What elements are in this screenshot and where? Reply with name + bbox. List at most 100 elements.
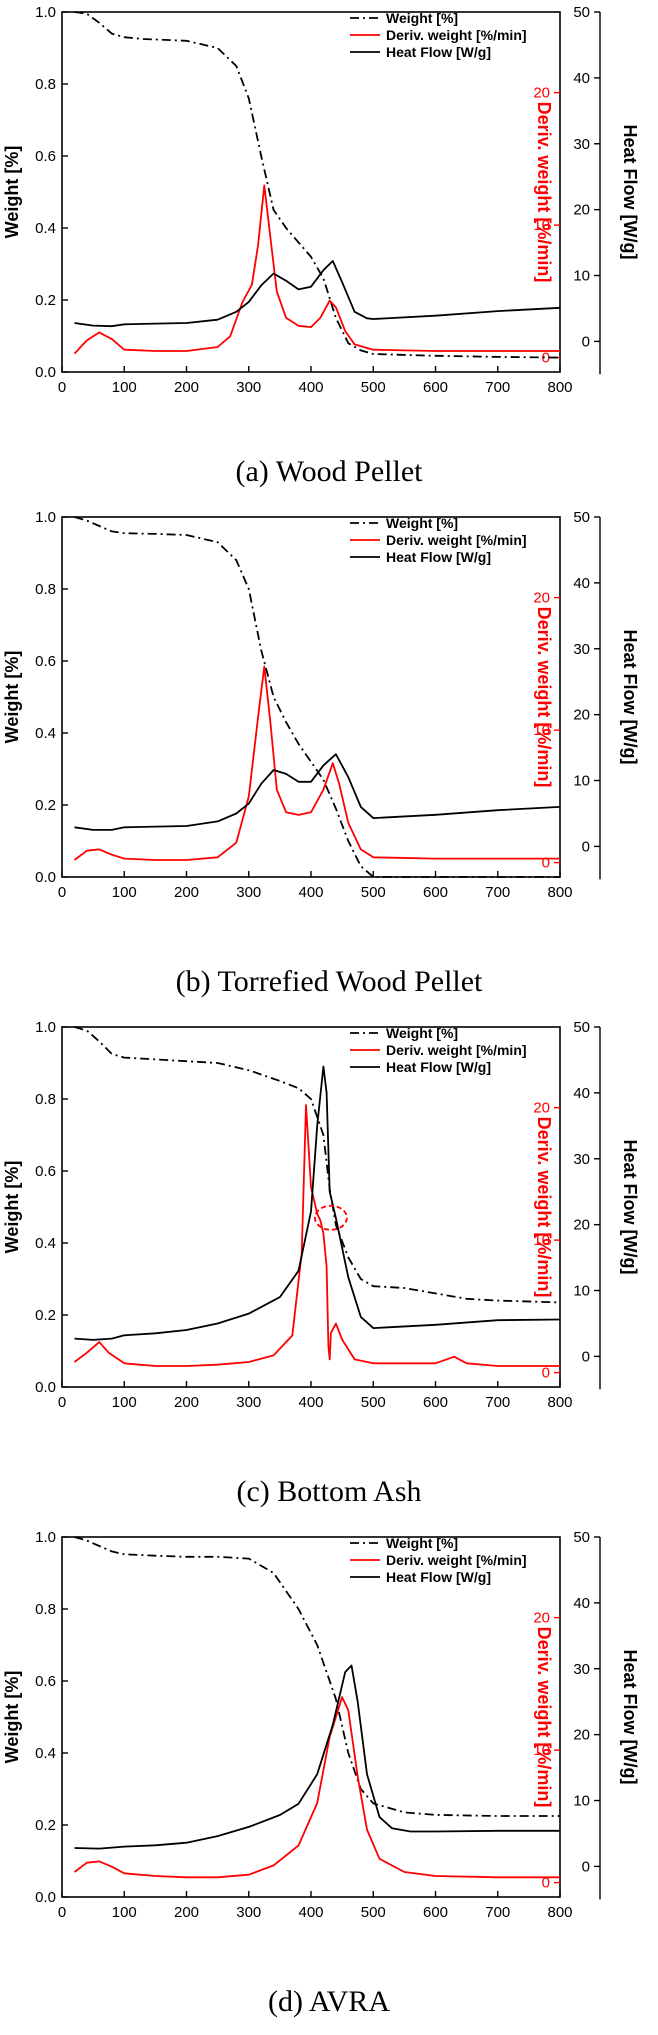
x-tick-label: 300	[236, 1904, 261, 1920]
series-heat	[74, 753, 561, 831]
x-tick-label: 800	[547, 884, 572, 900]
x-tick-label: 700	[485, 379, 510, 395]
caption-d: (d) AVRA	[268, 1985, 390, 2018]
x-tick-label: 700	[485, 1904, 510, 1920]
chart-panel-c: 0100200300400500600700800Temperature (°C…	[0, 1015, 658, 1439]
series-deriv	[73, 1104, 560, 1367]
legend-label: Heat Flow [W/g]	[386, 1569, 491, 1585]
y-weight-tick-label: 0.8	[35, 76, 56, 93]
x-tick-label: 300	[236, 884, 261, 900]
y-heat-axis-label: Heat Flow [W/g]	[620, 125, 640, 260]
legend-label: Weight [%]	[386, 1025, 458, 1041]
y-deriv-tick-label: 0	[542, 1365, 550, 1382]
y-deriv-tick-label: 20	[533, 1100, 550, 1117]
y-weight-tick-label: 0.4	[35, 725, 56, 742]
y-weight-axis-label: Weight [%]	[2, 1161, 22, 1254]
x-tick-label: 700	[485, 884, 510, 900]
y-deriv-tick-label: 20	[533, 590, 550, 607]
legend-label: Heat Flow [W/g]	[386, 1059, 491, 1075]
x-tick-label: 200	[174, 1394, 199, 1410]
y-deriv-axis-label: Deriv. weight [%/min]	[534, 607, 554, 788]
y-deriv-tick-label: 20	[533, 1610, 550, 1627]
x-tick-label: 400	[298, 379, 323, 395]
y-heat-axis-label: Heat Flow [W/g]	[620, 1650, 640, 1785]
y-heat-tick-label: 40	[573, 70, 590, 87]
y-weight-tick-label: 1.0	[35, 1529, 56, 1546]
y-heat-axis-label: Heat Flow [W/g]	[620, 630, 640, 765]
y-weight-tick-label: 0.2	[35, 797, 56, 814]
x-tick-label: 700	[485, 1394, 510, 1410]
series-deriv	[73, 1696, 560, 1879]
y-heat-tick-label: 30	[573, 136, 590, 153]
x-tick-label: 100	[112, 379, 137, 395]
y-heat-tick-label: 20	[573, 202, 590, 219]
x-tick-label: 100	[112, 1394, 137, 1410]
legend-label: Weight [%]	[386, 515, 458, 531]
plot-frame	[61, 11, 561, 373]
y-heat-tick-label: 20	[573, 1727, 590, 1744]
x-tick-label: 300	[236, 379, 261, 395]
y-weight-tick-label: 0.8	[35, 1091, 56, 1108]
y-weight-tick-label: 0.4	[35, 1235, 56, 1252]
y-heat-tick-label: 0	[582, 1348, 590, 1365]
y-deriv-tick-label: 0	[542, 350, 550, 367]
legend-label: Heat Flow [W/g]	[386, 549, 491, 565]
x-tick-label: 800	[547, 1394, 572, 1410]
legend-label: Deriv. weight [%/min]	[386, 532, 527, 548]
series-heat	[74, 1065, 561, 1341]
y-heat-tick-label: 20	[573, 1217, 590, 1234]
y-heat-tick-label: 50	[573, 4, 590, 21]
y-heat-axis-label: Heat Flow [W/g]	[620, 1140, 640, 1275]
y-heat-tick-label: 0	[582, 333, 590, 350]
x-tick-label: 400	[298, 1904, 323, 1920]
y-heat-tick-label: 50	[573, 509, 590, 526]
y-deriv-axis-label: Deriv. weight [%/min]	[534, 1117, 554, 1298]
y-weight-tick-label: 0.8	[35, 581, 56, 598]
tga-chart-wood-pellet: 0100200300400500600700800Temperature (°C…	[2, 4, 640, 424]
y-deriv-tick-label: 10	[533, 217, 550, 234]
y-weight-tick-label: 0.2	[35, 1817, 56, 1834]
y-heat-tick-label: 40	[573, 1085, 590, 1102]
y-heat-tick-label: 40	[573, 575, 590, 592]
y-heat-tick-label: 0	[582, 1858, 590, 1875]
y-weight-tick-label: 0.6	[35, 1163, 56, 1180]
y-deriv-tick-label: 10	[533, 722, 550, 739]
x-tick-label: 200	[174, 884, 199, 900]
x-tick-label: 600	[423, 1904, 448, 1920]
legend-label: Deriv. weight [%/min]	[386, 27, 527, 43]
y-heat-tick-label: 10	[573, 773, 590, 790]
chart-panel-d: 0100200300400500600700800Temperature (°C…	[0, 1525, 658, 1949]
x-tick-label: 400	[298, 884, 323, 900]
series-heat	[74, 1664, 560, 1850]
x-tick-label: 100	[112, 884, 137, 900]
highlight-circle	[314, 1204, 348, 1231]
plot-frame	[61, 1536, 561, 1898]
legend-label: Deriv. weight [%/min]	[386, 1042, 527, 1058]
y-heat-tick-label: 20	[573, 707, 590, 724]
x-tick-label: 0	[58, 1904, 66, 1920]
tga-chart-torrefied-wood-pellet: 0100200300400500600700800Temperature (°C…	[2, 509, 640, 929]
tga-chart-bottom-ash: 0100200300400500600700800Temperature (°C…	[2, 1019, 640, 1439]
series-weight	[74, 516, 560, 878]
series-deriv	[73, 665, 560, 861]
x-tick-label: 500	[361, 1904, 386, 1920]
chart-panel-b: 0100200300400500600700800Temperature (°C…	[0, 505, 658, 929]
y-heat-tick-label: 50	[573, 1019, 590, 1036]
y-weight-tick-label: 0.0	[35, 1889, 56, 1906]
y-weight-tick-label: 0.6	[35, 653, 56, 670]
y-weight-tick-label: 0.0	[35, 1379, 56, 1396]
x-tick-label: 400	[298, 1394, 323, 1410]
y-weight-axis-label: Weight [%]	[2, 651, 22, 744]
legend-label: Weight [%]	[386, 1535, 458, 1551]
y-weight-tick-label: 0.4	[35, 1745, 56, 1762]
x-tick-label: 500	[361, 884, 386, 900]
y-weight-tick-label: 0.2	[35, 1307, 56, 1324]
y-heat-tick-label: 30	[573, 641, 590, 658]
y-heat-tick-label: 50	[573, 1529, 590, 1546]
y-deriv-tick-label: 0	[542, 1875, 550, 1892]
chart-panel-a: 0100200300400500600700800Temperature (°C…	[0, 0, 658, 424]
y-weight-tick-label: 0.8	[35, 1601, 56, 1618]
y-weight-tick-label: 0.0	[35, 869, 56, 886]
y-heat-tick-label: 10	[573, 268, 590, 285]
series-weight	[74, 1026, 561, 1304]
